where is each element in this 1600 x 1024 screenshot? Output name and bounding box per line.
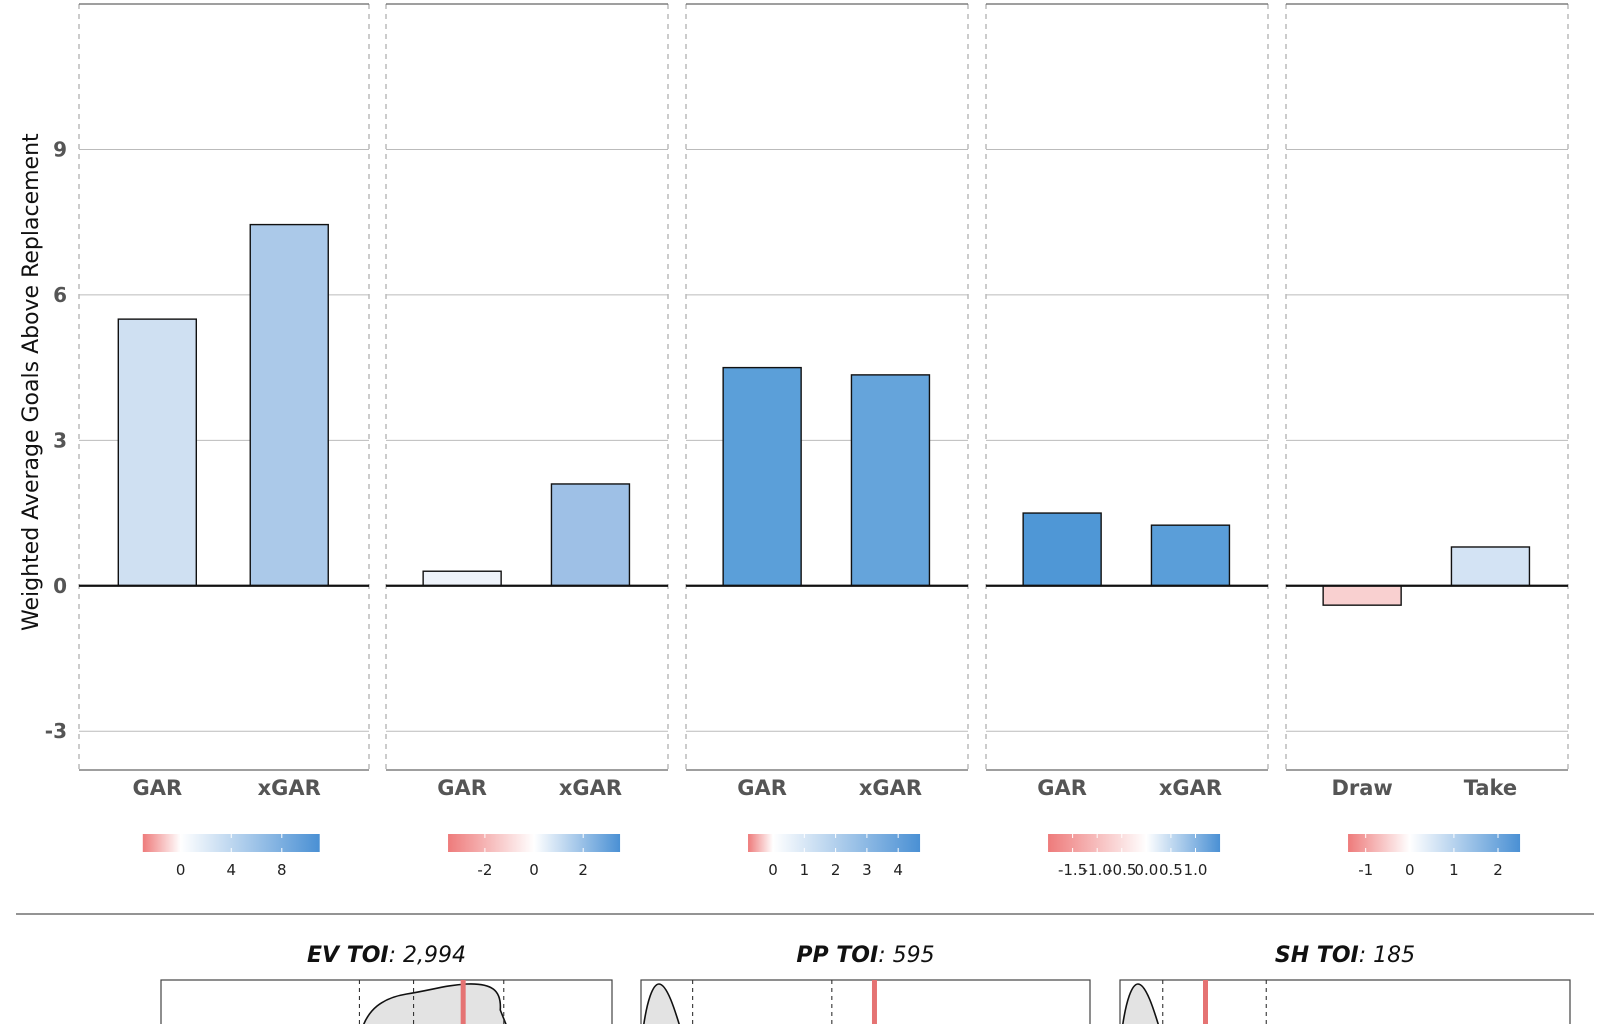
legend-tick-label: -2 bbox=[477, 861, 492, 879]
y-tick-label: -3 bbox=[45, 719, 67, 743]
toi-label: SH TOI bbox=[1275, 943, 1359, 968]
legend-colorbar bbox=[748, 834, 921, 852]
toi-title: EV TOI: 2,994 bbox=[307, 943, 466, 968]
legend-tick-label: 0 bbox=[529, 861, 539, 879]
legend-tick-label: 0 bbox=[176, 861, 186, 879]
legend-tick-label: 0 bbox=[768, 861, 778, 879]
legend-tick-label: -1.5 bbox=[1058, 861, 1087, 879]
x-tick-label: xGAR bbox=[859, 776, 922, 800]
toi-value: : 595 bbox=[878, 943, 934, 968]
legend-tick-label: 1.0 bbox=[1184, 861, 1208, 879]
panel-4: GAR xGAR -1.5-1.0-0.50.0 0.5 1.0 bbox=[985, 3, 1269, 879]
bar-xgar bbox=[850, 374, 931, 587]
x-tick-label: Draw bbox=[1331, 776, 1392, 800]
legend-tick-label: 1 bbox=[1449, 861, 1459, 879]
toi-panel-1: EV TOI: 2,994 bbox=[160, 943, 613, 1024]
legend-tick-label: 4 bbox=[226, 861, 236, 879]
toi-label: PP TOI bbox=[796, 943, 878, 968]
legend-tick-label: 0.0 bbox=[1134, 861, 1158, 879]
bar-take bbox=[1450, 546, 1531, 587]
density-curve bbox=[363, 983, 507, 1024]
legend-tick-label: 2 bbox=[831, 861, 841, 879]
toi-value: : 185 bbox=[1359, 943, 1415, 968]
legend-colorbar bbox=[142, 834, 320, 852]
x-tick-label: GAR bbox=[1037, 776, 1087, 800]
x-tick-label: xGAR bbox=[559, 776, 622, 800]
legend-tick-label: 3 bbox=[862, 861, 872, 879]
legend-colorbar bbox=[448, 834, 621, 852]
legend-tick-label: 2 bbox=[1493, 861, 1503, 879]
legend-colorbar bbox=[1048, 834, 1221, 852]
toi-box bbox=[1119, 979, 1571, 1024]
legend-tick-label: -0.5 bbox=[1107, 861, 1136, 879]
toi-title: SH TOI: 185 bbox=[1275, 943, 1415, 968]
x-tick-label: xGAR bbox=[1159, 776, 1222, 800]
legend-tick-label: 1 bbox=[800, 861, 810, 879]
panel-5: Draw Take -1 0 1 2 bbox=[1285, 3, 1569, 879]
bar-gar bbox=[117, 318, 198, 587]
bar-gar bbox=[722, 366, 802, 587]
bar-xgar bbox=[1150, 524, 1231, 587]
density-curve bbox=[1122, 983, 1160, 1024]
bar-xgar bbox=[249, 223, 329, 587]
legend-tick-label: 4 bbox=[893, 861, 903, 879]
legend-tick-label: 0.5 bbox=[1159, 861, 1183, 879]
x-tick-label: GAR bbox=[437, 776, 487, 800]
panel-2: GAR xGAR -2 0 2 bbox=[385, 3, 669, 879]
toi-panel-2: PP TOI: 595 bbox=[640, 943, 1091, 1024]
y-tick-label: 3 bbox=[53, 428, 67, 452]
toi-box bbox=[640, 979, 1091, 1024]
x-tick-label: GAR bbox=[737, 776, 787, 800]
y-tick-label: 6 bbox=[53, 283, 67, 307]
legend-tick-label: 2 bbox=[578, 861, 588, 879]
toi-label: EV TOI bbox=[307, 943, 389, 968]
legend-tick-label: 0 bbox=[1405, 861, 1415, 879]
bar-gar bbox=[422, 570, 502, 587]
bar-gar bbox=[1022, 512, 1102, 587]
bar-xgar bbox=[550, 483, 631, 587]
panel-1: GAR xGAR 0 4 8 bbox=[78, 3, 370, 879]
toi-box bbox=[160, 979, 613, 1024]
panel-3: GAR xGAR 0 1 2 3 4 bbox=[685, 3, 969, 879]
y-tick-label: 0 bbox=[53, 574, 67, 598]
y-axis-label: Weighted Average Goals Above Replacement bbox=[19, 133, 44, 631]
legend-tick-label: 8 bbox=[277, 861, 287, 879]
bar-draw bbox=[1322, 585, 1402, 606]
legend-colorbar bbox=[1348, 834, 1521, 852]
toi-title: PP TOI: 595 bbox=[796, 943, 934, 968]
legend-tick-label: -1 bbox=[1358, 861, 1373, 879]
toi-panel-3: SH TOI: 185 bbox=[1119, 943, 1571, 1024]
toi-value: : 2,994 bbox=[389, 943, 466, 968]
legend-tick-label: -1.0 bbox=[1083, 861, 1112, 879]
x-tick-label: Take bbox=[1464, 776, 1517, 800]
y-tick-label: 9 bbox=[53, 137, 67, 161]
x-tick-label: xGAR bbox=[258, 776, 321, 800]
x-tick-label: GAR bbox=[132, 776, 182, 800]
density-curve bbox=[643, 983, 680, 1024]
